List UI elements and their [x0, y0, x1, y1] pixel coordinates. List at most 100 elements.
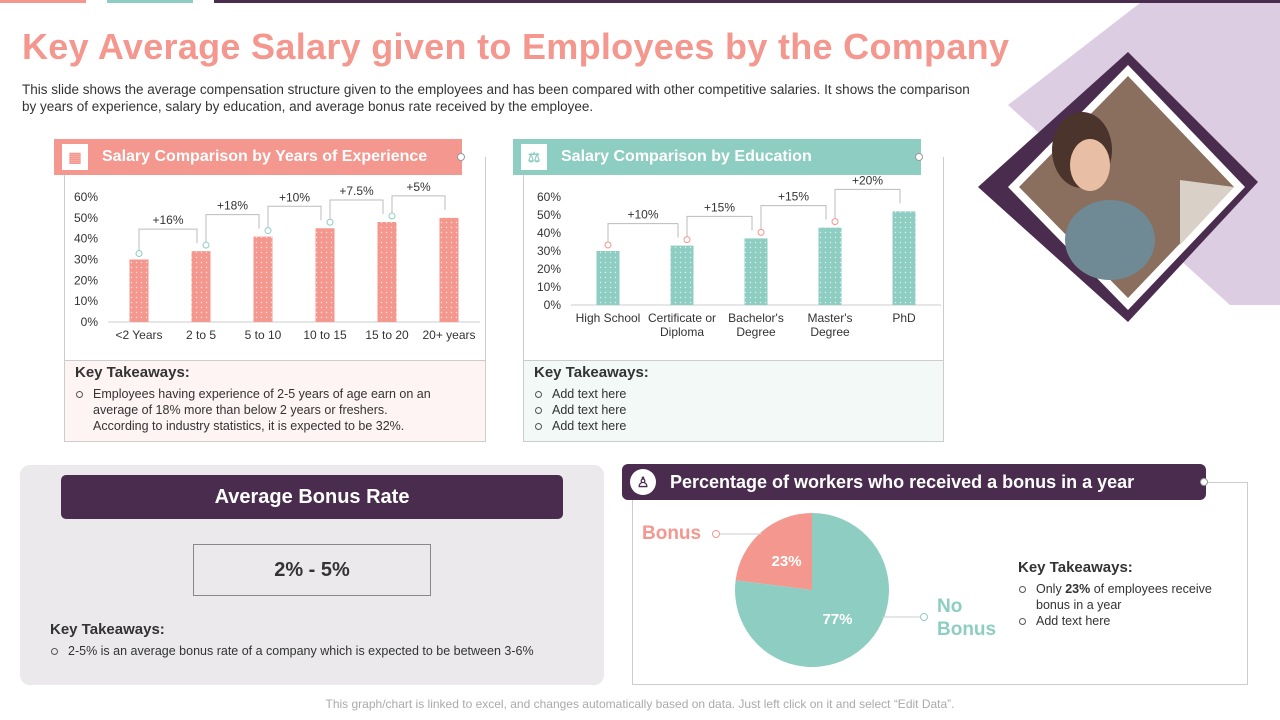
bar	[191, 251, 211, 322]
y-tick-label: 10%	[537, 280, 561, 294]
change-label: +15%	[778, 190, 809, 204]
slice-label: 77%	[822, 611, 852, 628]
x-tick-label: 2 to 5	[186, 328, 216, 342]
change-bracket	[205, 214, 260, 244]
bracket-marker	[388, 212, 396, 220]
change-bracket	[267, 205, 322, 229]
change-label: +7.5%	[339, 184, 374, 198]
bar	[670, 245, 694, 305]
takeaway-item: Employees having experience of 2-5 years…	[75, 386, 435, 434]
x-tick-label: PhD	[892, 311, 916, 325]
bar	[439, 217, 459, 322]
x-tick-label: Certificate or Diploma	[648, 311, 716, 339]
bar	[377, 222, 397, 322]
takeaway-item: Only 23% of employees receive bonus in a…	[1018, 581, 1233, 613]
footer-note: This graph/chart is linked to excel, and…	[325, 697, 955, 711]
bonus-rate-value: 2% - 5%	[193, 544, 431, 596]
y-tick-label: 0%	[81, 315, 99, 329]
change-label: +16%	[152, 213, 183, 227]
education-bar-chart: 0% 10% 20% 30% 40% 50% 60% High School Certifica…	[537, 175, 941, 339]
takeaways-heading: Key Takeaways:	[75, 364, 190, 381]
bonus-pie-chart: 23% 77% Bonus No Bonus	[642, 513, 996, 667]
takeaways-heading: Key Takeaways:	[50, 621, 165, 638]
y-tick-label: 40%	[537, 226, 561, 240]
connector-dot	[457, 153, 465, 161]
change-label: +10%	[627, 208, 658, 222]
bonus-rate-title: Average Bonus Rate	[61, 475, 563, 519]
pie-slice	[735, 513, 889, 667]
accent-bar-teal	[107, 0, 193, 3]
bonus-pie-header: ♙ Percentage of workers who received a b…	[622, 464, 1206, 500]
x-tick-label: High School	[576, 311, 641, 325]
x-tick-label: 15 to 20	[365, 328, 409, 342]
y-tick-label: 50%	[74, 211, 98, 225]
change-label: +20%	[852, 175, 883, 187]
bracket-marker	[757, 228, 765, 236]
takeaway-bold: 23%	[1065, 582, 1091, 596]
education-header: ⚖ Salary Comparison by Education	[513, 139, 921, 175]
y-tick-label: 40%	[74, 232, 98, 246]
bar	[253, 236, 273, 322]
bar	[596, 251, 620, 305]
takeaways-heading: Key Takeaways:	[534, 364, 649, 381]
change-label: +15%	[704, 200, 735, 214]
change-bracket	[329, 199, 384, 221]
experience-header: ▦ Salary Comparison by Years of Experien…	[54, 139, 462, 175]
calendar-icon: ▦	[62, 144, 88, 170]
employee-photo	[1019, 76, 1234, 298]
leader-dot	[712, 530, 720, 538]
x-tick-label: 5 to 10	[245, 328, 282, 342]
legend-bonus: Bonus	[642, 523, 701, 544]
bracket-marker	[264, 227, 272, 235]
y-tick-label: 60%	[74, 190, 98, 204]
bracket-marker	[202, 241, 210, 249]
experience-takeaways: Key Takeaways: Employees having experien…	[64, 360, 486, 442]
pie-slice	[735, 513, 812, 590]
bar	[818, 227, 842, 305]
bracket-marker	[683, 236, 691, 244]
experience-title: Salary Comparison by Years of Experience	[102, 148, 428, 165]
leader-dot	[920, 613, 928, 621]
change-bracket	[834, 188, 901, 220]
bar	[892, 211, 916, 305]
education-title: Salary Comparison by Education	[561, 148, 812, 165]
bracket-marker	[604, 241, 612, 249]
scale-icon: ⚖	[521, 144, 547, 170]
y-tick-label: 10%	[74, 294, 98, 308]
change-label: +10%	[279, 190, 310, 204]
takeaway-item: Add text here	[1018, 613, 1233, 629]
x-tick-label: 10 to 15	[303, 328, 347, 342]
change-label: +18%	[217, 199, 248, 213]
connector-dot	[1200, 478, 1208, 486]
x-tick-label: Bachelor's Degree	[728, 311, 784, 339]
slice-label: 23%	[772, 553, 802, 570]
bonus-rate-takeaways: Key Takeaways: 2-5% is an average bonus …	[50, 622, 590, 659]
y-tick-label: 30%	[74, 253, 98, 267]
change-bracket	[760, 205, 827, 231]
takeaway-item: Add text here	[534, 386, 933, 402]
change-bracket	[607, 223, 679, 243]
takeaway-item: 2-5% is an average bonus rate of a compa…	[50, 643, 590, 659]
page-description: This slide shows the average compensatio…	[22, 82, 970, 114]
connector-dot	[915, 153, 923, 161]
page-title: Key Average Salary given to Employees by…	[22, 26, 1010, 67]
worker-icon: ♙	[630, 469, 656, 495]
takeaway-text: Only	[1036, 582, 1066, 596]
bar	[744, 238, 768, 305]
y-tick-label: 0%	[544, 298, 562, 312]
legend-no-bonus: No Bonus	[937, 596, 996, 640]
education-takeaways: Key Takeaways: Add text here Add text he…	[523, 360, 944, 442]
takeaway-text: of employees receive bonus in a year	[1036, 582, 1212, 612]
y-tick-label: 50%	[537, 208, 561, 222]
bar	[129, 259, 149, 322]
change-bracket	[391, 195, 446, 214]
change-bracket	[686, 215, 753, 238]
takeaway-item: Add text here	[534, 402, 933, 418]
x-tick-label: 20+ years	[422, 328, 475, 342]
change-label: +5%	[406, 180, 431, 194]
bracket-marker	[326, 218, 334, 226]
bracket-marker	[831, 218, 839, 226]
y-tick-label: 20%	[537, 262, 561, 276]
bonus-pie-title: Percentage of workers who received a bon…	[670, 471, 1135, 492]
y-tick-label: 30%	[537, 244, 561, 258]
